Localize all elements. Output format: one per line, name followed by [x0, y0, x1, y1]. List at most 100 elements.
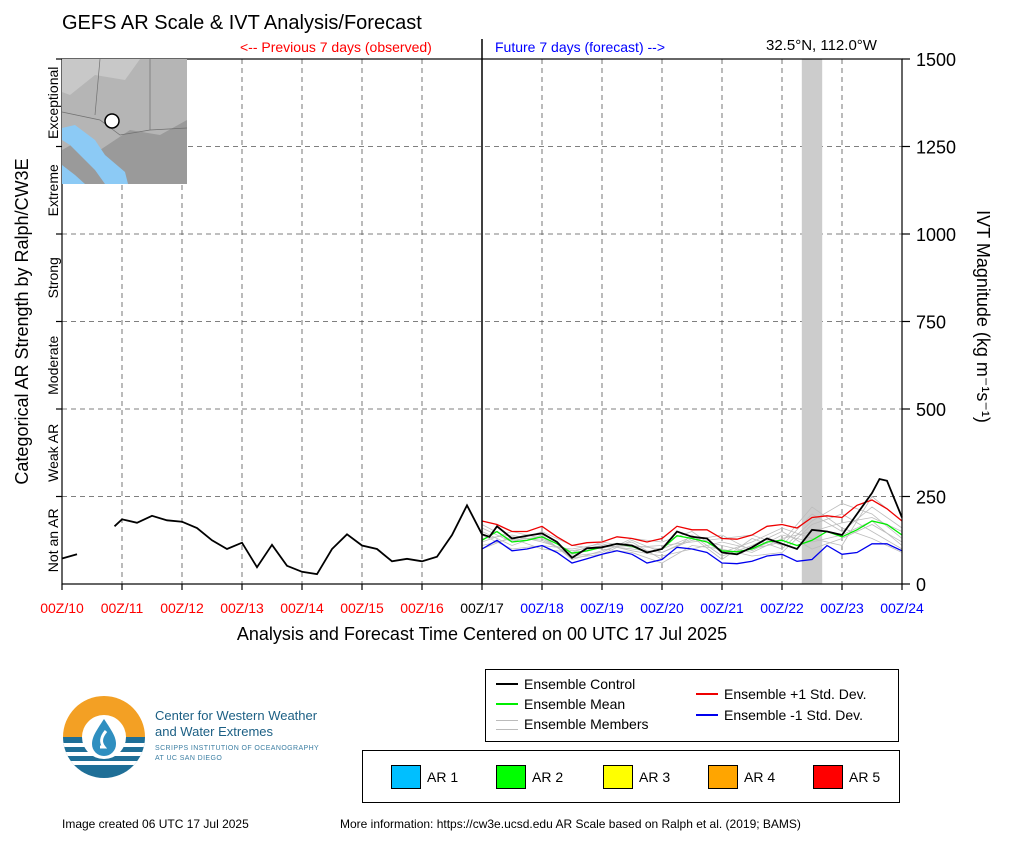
ar-legend-swatch [391, 765, 421, 789]
ar-legend-swatch [496, 765, 526, 789]
y-tick-label: 1250 [916, 138, 956, 158]
ar-legend-swatch [603, 765, 633, 789]
legend-mean-swatch [496, 703, 518, 705]
category-label: Strong [45, 257, 61, 298]
legend-control-swatch [496, 683, 518, 685]
more-info-link[interactable]: More information: https://cw3e.ucsd.edu … [340, 817, 801, 831]
grid-lines [62, 59, 902, 584]
ar-legend-item: AR 5 [813, 765, 880, 789]
ar-scale-legend: AR 1 AR 2 AR 3 AR 4 AR 5 [362, 750, 900, 803]
axes [56, 39, 910, 590]
right-y-axis-label: IVT Magnitude (kg m⁻¹s⁻¹) [973, 210, 993, 423]
x-tick-label: 00Z/24 [880, 600, 924, 616]
inset-map-borders [61, 58, 188, 136]
x-tick-label: 00Z/20 [640, 600, 684, 616]
legend-mean-label: Ensemble Mean [524, 696, 626, 712]
ensemble-member-line [481, 520, 903, 559]
y-tick-label: 1000 [916, 225, 956, 245]
legend-plus-std: Ensemble +1 Std. Dev. [696, 686, 867, 702]
x-tick-label: 00Z/12 [160, 600, 204, 616]
logo-org-line2: and Water Extremes [155, 724, 274, 739]
logo-sub-line1: SCRIPPS INSTITUTION OF OCEANOGRAPHY [155, 745, 320, 752]
x-tick-label: 00Z/13 [220, 600, 264, 616]
ensemble-control-line [481, 477, 903, 559]
x-tick-label: 00Z/11 [101, 600, 144, 616]
legend-control-label: Ensemble Control [524, 676, 636, 692]
observed-series [61, 503, 483, 576]
ar-legend-item: AR 2 [496, 765, 563, 789]
ensemble-member-line [481, 513, 903, 564]
location-label: 32.5°N, 112.0°W [766, 37, 877, 54]
y-tick-label: 500 [916, 400, 946, 420]
x-tick-label: 00Z/19 [580, 600, 624, 616]
ensemble-1-std-dev-line [481, 499, 903, 547]
shaded-span [801, 59, 823, 584]
ensemble-1-std-dev-line [481, 539, 903, 565]
legend-members-label: Ensemble Members [524, 716, 649, 732]
x-tick-label: 00Z/21 [700, 600, 744, 616]
y-tick-label: 750 [916, 313, 946, 333]
cw3e-logo: Center for Western Weather and Water Ext… [62, 695, 362, 785]
logo-org-line1: Center for Western Weather [155, 708, 318, 723]
ar-legend-label: AR 1 [427, 769, 459, 785]
ar-legend-item: AR 1 [391, 765, 458, 789]
x-axis-label: Analysis and Forecast Time Centered on 0… [237, 624, 727, 644]
ensemble-member-line [481, 524, 903, 560]
left-y-axis-label: Categorical AR Strength by Ralph/CW3E [12, 158, 32, 484]
ar-legend-swatch [708, 765, 738, 789]
x-tick-label: 00Z/17 [460, 600, 504, 616]
category-label: Not an AR [45, 508, 61, 572]
legend-plus-std-label: Ensemble +1 Std. Dev. [724, 686, 867, 702]
category-label: Extreme [45, 164, 61, 216]
ar-legend-swatch [813, 765, 843, 789]
ensemble-legend: Ensemble Control Ensemble Mean Ensemble … [485, 669, 899, 742]
axis-labels: 0 250 500 750 1000 1250 1500 00Z/10 00Z/11 00Z/12… [12, 50, 993, 644]
y-tick-label: 1500 [916, 50, 956, 70]
y-tick-label: 250 [916, 488, 946, 508]
category-label: Weak AR [45, 424, 61, 482]
location-marker [104, 113, 120, 129]
x-tick-label: 00Z/16 [400, 600, 444, 616]
legend-minus-std-swatch [696, 714, 718, 716]
inset-map-terrain-dark [62, 59, 140, 95]
x-tick-label: 00Z/15 [340, 600, 384, 616]
x-tick-label: 00Z/23 [820, 600, 864, 616]
legend-plus-std-swatch [696, 693, 718, 695]
inset-map-ocean-2 [62, 165, 85, 184]
image-created-label: Image created 06 UTC 17 Jul 2025 [62, 817, 249, 831]
logo-sub-line2: AT UC SAN DIEGO [155, 755, 223, 762]
legend-minus-std: Ensemble -1 Std. Dev. [696, 707, 863, 723]
observed-line [113, 503, 483, 576]
cw3e-logo-mark [63, 696, 145, 778]
legend-control: Ensemble Control [496, 676, 635, 692]
future-period-label: Future 7 days (forecast) --> [495, 39, 666, 55]
legend-minus-std-label: Ensemble -1 Std. Dev. [724, 707, 864, 723]
category-label: Exceptional [45, 67, 61, 139]
chart-title: GEFS AR Scale & IVT Analysis/Forecast [62, 12, 422, 34]
logo-org-name: Center for Western Weather and Water Ext… [155, 708, 317, 740]
inset-map-terrain [62, 59, 187, 150]
location-map-inset [61, 58, 188, 184]
ensemble-member-line [481, 495, 903, 557]
y-tick-label: 0 [916, 575, 926, 595]
x-tick-label: 00Z/10 [40, 600, 84, 616]
ar-legend-label: AR 3 [639, 769, 671, 785]
observed-line [61, 553, 78, 560]
shaded-period [801, 59, 823, 584]
ar-legend-label: AR 2 [532, 769, 564, 785]
ar-legend-label: AR 5 [849, 769, 881, 785]
logo-subtitle: SCRIPPS INSTITUTION OF OCEANOGRAPHY AT U… [155, 744, 319, 764]
legend-members: Ensemble Members [496, 716, 649, 732]
legend-mean: Ensemble Mean [496, 696, 625, 712]
ensemble-series [481, 477, 903, 565]
x-tick-label: 00Z/18 [520, 600, 564, 616]
ar-legend-item: AR 4 [708, 765, 775, 789]
x-tick-label: 00Z/14 [280, 600, 324, 616]
category-label: Moderate [45, 336, 61, 395]
x-tick-label: 00Z/22 [760, 600, 804, 616]
ar-legend-label: AR 4 [744, 769, 776, 785]
ivt-chart: 0 250 500 750 1000 1250 1500 00Z/10 00Z/11 00Z/12… [12, 39, 993, 644]
inset-map-ocean [62, 125, 128, 184]
ar-legend-item: AR 3 [603, 765, 670, 789]
legend-members-swatch [496, 720, 518, 730]
